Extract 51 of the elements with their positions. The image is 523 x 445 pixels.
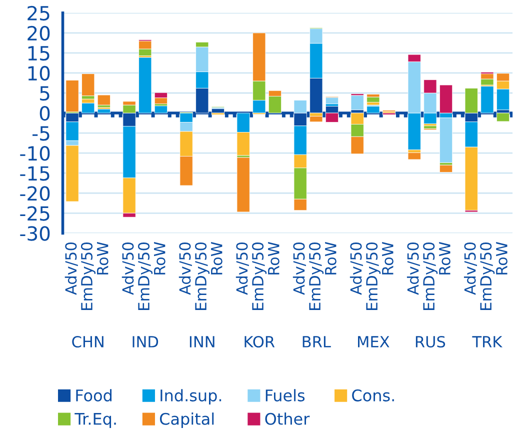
y-tick-label: 10 [28,66,50,81]
x-tick-label: RoW [325,242,336,274]
x-tick-label: Adv/50 [292,242,306,295]
x-tick-label: EmDy/50 [423,242,438,310]
x-tick-label: Adv/50 [236,242,249,295]
legend-label: Cons. [352,389,394,402]
x-tick-label: EmDy/50 [252,242,267,310]
legend-label: Tr.Eq. [74,413,116,428]
x-tick-label: Adv/50 [406,242,420,295]
text: MEX [358,336,390,348]
y-tick-label: -25 [20,206,50,221]
y-tick-label: 5 [40,86,50,101]
x-tick-label: RoW [382,242,394,274]
text: RUS [416,336,446,348]
x-tick-label: Adv/50 [122,242,135,295]
text: INN [190,336,214,348]
x-tick-label: EmDy/50 [480,242,495,310]
legend-label: Fuels [266,389,305,402]
y-tick-label: 0 [40,106,50,121]
legend-label: Capital [160,412,214,428]
y-tick-label: -10 [20,146,50,161]
x-tick-label: Adv/50 [464,242,477,295]
x-tick-label: RoW [211,242,222,274]
legend-label: Ind.sup. [160,389,222,405]
y-tick-label: -30 [20,226,50,241]
x-tick-label: EmDy/50 [195,242,210,310]
x-tick-label: Adv/50 [64,242,78,295]
legend-label: Food [76,389,112,402]
text: KOR [244,336,275,348]
y-tick-label: -15 [20,166,50,181]
x-tick-label: RoW [268,242,280,274]
y-tick-label: 25 [28,6,50,21]
x-tick-label: EmDy/50 [366,242,381,310]
text: BRL [302,336,331,348]
x-tick-label: RoW [97,242,108,274]
legend-label: Other [265,412,310,425]
y-tick-label: -5 [32,126,50,141]
x-tick-label: RoW [439,242,450,274]
x-tick-label: EmDy/50 [80,242,96,310]
y-tick-label: 20 [28,26,50,41]
text: TRK [472,336,503,348]
x-tick-label: RoW [154,242,166,274]
x-tick-label: Adv/50 [178,242,192,295]
x-tick-label: RoW [496,242,508,274]
x-tick-label: EmDy/50 [309,242,324,310]
y-tick-label: -20 [20,186,50,201]
text: CHN [72,336,104,348]
x-tick-label: EmDy/50 [138,242,153,310]
x-tick-label: Adv/50 [350,242,363,295]
y-tick-label: 15 [28,46,50,61]
text: IND [132,336,158,348]
